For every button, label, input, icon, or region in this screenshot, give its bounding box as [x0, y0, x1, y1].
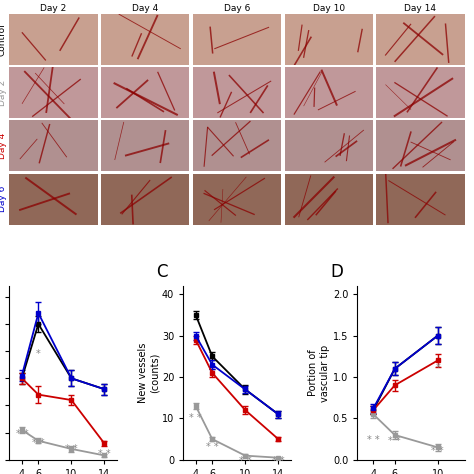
Text: * *: * * [239, 456, 252, 466]
Text: * *: * * [431, 446, 444, 456]
Text: * *: * * [65, 444, 78, 455]
Text: * *: * * [272, 456, 284, 466]
Text: *: * [435, 363, 440, 373]
Text: * *: * * [367, 435, 380, 445]
Text: * *: * * [389, 436, 401, 446]
Y-axis label: Day 6: Day 6 [0, 186, 7, 212]
Text: * *: * * [98, 449, 111, 459]
Title: Day 6: Day 6 [224, 4, 250, 13]
Title: Day 4: Day 4 [132, 4, 158, 13]
Y-axis label: Day 4: Day 4 [0, 133, 7, 159]
Text: D: D [330, 263, 343, 281]
Text: * *: * * [32, 438, 45, 448]
Y-axis label: New vessels
(counts): New vessels (counts) [137, 343, 159, 403]
Title: Day 10: Day 10 [313, 4, 345, 13]
Y-axis label: Control: Control [0, 23, 7, 56]
Y-axis label: Day 2: Day 2 [0, 80, 7, 106]
Title: Day 2: Day 2 [40, 4, 67, 13]
Text: * *: * * [206, 441, 219, 452]
Y-axis label: Portion of
vascular tip: Portion of vascular tip [309, 344, 330, 401]
Text: *: * [36, 349, 41, 359]
Text: C: C [156, 263, 168, 281]
Text: * *: * * [16, 429, 28, 439]
Text: * *: * * [190, 412, 202, 422]
Title: Day 14: Day 14 [404, 4, 437, 13]
